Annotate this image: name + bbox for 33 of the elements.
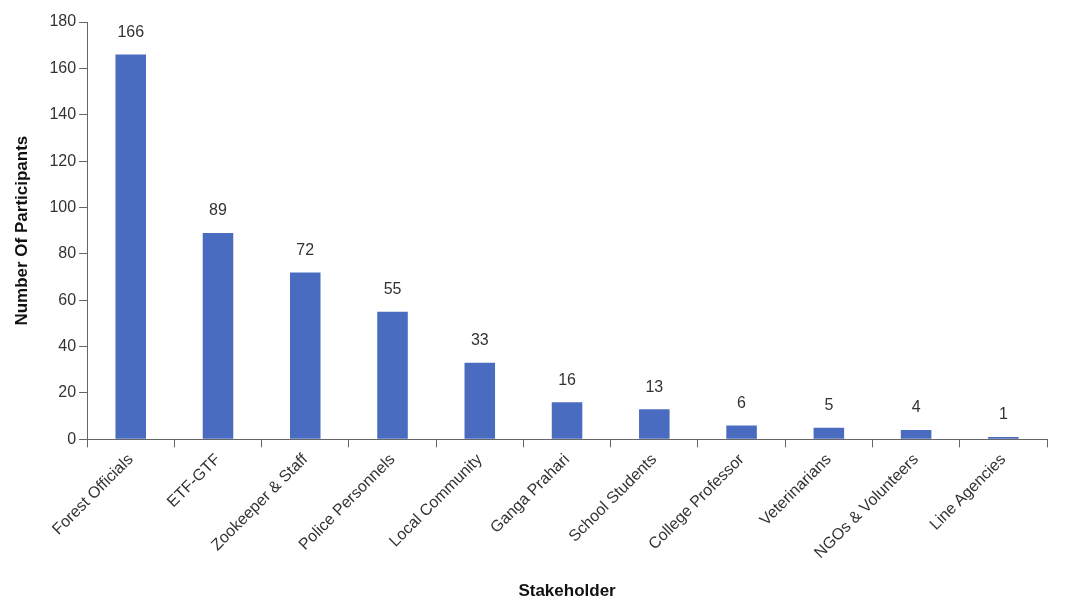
bar (551, 402, 583, 439)
bar (813, 427, 845, 439)
data-label: 16 (558, 370, 577, 388)
bar (289, 272, 321, 439)
bar (726, 425, 757, 439)
data-label: 72 (296, 240, 315, 258)
y-tick-label: 80 (58, 244, 77, 262)
y-tick-label: 140 (49, 105, 77, 123)
data-label: 166 (117, 22, 145, 40)
y-tick-label: 40 (58, 336, 77, 354)
y-tick-label: 100 (49, 197, 77, 215)
bar (639, 409, 670, 439)
x-axis-title: Stakeholder (518, 581, 617, 601)
data-label: 89 (209, 201, 227, 219)
data-label: 55 (383, 280, 402, 298)
bar (202, 232, 234, 439)
data-label: 6 (737, 393, 747, 411)
y-tick-label: 20 (58, 383, 77, 401)
y-tick-label: 120 (49, 151, 77, 169)
y-tick-label: 160 (49, 58, 77, 76)
data-label: 4 (911, 398, 921, 416)
bar (377, 311, 408, 439)
data-label: 5 (824, 396, 834, 414)
bar (900, 430, 932, 439)
data-label: 13 (645, 377, 664, 395)
y-tick-label: 180 (49, 12, 77, 30)
data-label: 33 (470, 331, 489, 349)
data-label: 1 (998, 405, 1008, 423)
y-axis-title: Number Of Participants (11, 135, 31, 326)
y-tick-label: 0 (67, 429, 77, 447)
bar (464, 362, 496, 439)
bar (115, 54, 146, 439)
y-tick-label: 60 (58, 290, 77, 308)
